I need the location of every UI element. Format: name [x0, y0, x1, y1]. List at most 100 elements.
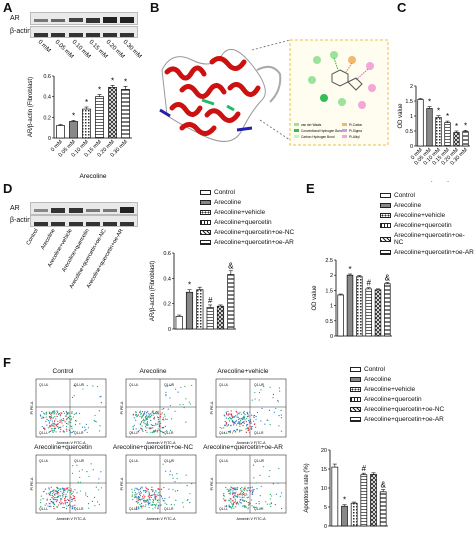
- facs-quadrant-label: Q1-UL: [39, 383, 49, 387]
- legend-e-item: Arecoline+quercetin+oe-NC: [380, 232, 474, 246]
- protein-ribbon-structure: [159, 48, 282, 142]
- y-tick-label: 1: [330, 304, 333, 310]
- facs-frame: [35, 454, 107, 514]
- facs-x-axis-label: Annexin V FITC-A: [147, 517, 177, 521]
- significance-mark: *: [188, 281, 191, 290]
- bar: [417, 99, 424, 147]
- bar: [426, 108, 433, 147]
- y-axis-label: OD value: [312, 285, 318, 311]
- legend-f-label-4: Arecoline+quercetin+oe-NC: [364, 406, 445, 413]
- legend-swatch: [380, 236, 391, 242]
- blot-d-row-actin: β-actin: [10, 217, 32, 224]
- facs-x-axis-label: Annexin V FITC-A: [57, 441, 87, 445]
- y-tick-label: 20: [321, 448, 327, 454]
- legend-swatch: [380, 223, 391, 228]
- bar: [69, 121, 78, 139]
- ligand-interaction-box: [289, 39, 389, 146]
- legend-d-label-0: Control: [214, 189, 235, 196]
- bar: [121, 89, 130, 139]
- facs-x-axis-label: Annexin V FITC-A: [237, 517, 267, 521]
- legend-d-item: Arecoline: [200, 199, 294, 206]
- bar: [370, 473, 377, 527]
- legend-e-item: Arecoline: [380, 202, 474, 209]
- facs-quadrant-label: Q1-UL: [219, 459, 229, 463]
- bar: [227, 274, 235, 330]
- y-tick-label: 0.5: [405, 129, 413, 135]
- legend-f-item: Arecoline+quercetin: [350, 396, 444, 403]
- facs-dots: [131, 461, 193, 510]
- legend-swatch: [380, 213, 391, 218]
- blot-a-actin-bands: [34, 33, 134, 37]
- facs-dots: [40, 463, 103, 510]
- facs-frame: [35, 378, 107, 438]
- legend-d: Control Arecoline Arecoline+vehicle Arec…: [200, 189, 294, 249]
- facs-dots: [39, 384, 102, 434]
- legend-swatch: [200, 210, 211, 215]
- bar: [374, 289, 382, 337]
- significance-mark: &: [380, 481, 386, 490]
- bar: [216, 305, 225, 330]
- y-tick-label: 10: [321, 486, 327, 492]
- legend-swatch: [200, 220, 211, 225]
- legend-e-item: Control: [380, 192, 474, 199]
- facs-scatter-plot: Q1-UL Q1-UR Q1-LL Q1-LR Annexin V FITC-A PI P…: [30, 378, 107, 445]
- bar: [360, 474, 368, 527]
- legend-swatch: [350, 377, 361, 382]
- y-tick-label: 2: [410, 84, 413, 90]
- legend-e-item: Arecoline+vehicle: [380, 212, 474, 219]
- blot-a-row-actin: β-actin: [10, 28, 32, 35]
- facs-plot-title: Arecoline+quercetin+oe-NC: [112, 444, 194, 451]
- facs-plot-title: Arecoline+vehicle: [217, 368, 269, 375]
- facs-scatter-plot: Q1-UL Q1-UR Q1-LL Q1-LR Annexin V FITC-A PI P…: [30, 454, 107, 521]
- legend-swatch: [350, 407, 361, 412]
- b-legend-4: Pi-Sigma: [349, 129, 362, 133]
- blot-d-actin-strip: [30, 215, 138, 227]
- legend-f-label-5: Arecoline+quercetin+oe-AR: [364, 416, 444, 423]
- legend-swatch: [200, 200, 211, 205]
- significance-mark: *: [455, 122, 458, 131]
- significance-mark: *: [348, 265, 351, 274]
- legend-d-item: Arecoline+quercetin+oe-AR: [200, 239, 294, 246]
- legend-swatch: [350, 387, 361, 392]
- facs-frame: [125, 378, 197, 438]
- y-tick-label: 0.5: [325, 319, 333, 325]
- facs-x-axis-label: Annexin V FITC-A: [147, 441, 177, 445]
- legend-f-item: Arecoline+quercetin+oe-NC: [350, 406, 444, 413]
- facs-dots: [222, 464, 283, 510]
- facs-quadrant-label: Q1-UR: [254, 459, 265, 463]
- facs-quadrant-label: Q1-UR: [74, 383, 85, 387]
- facs-y-axis-label: PI PE-A: [120, 477, 124, 490]
- y-axis-label: Apoptosis rate (%): [304, 463, 310, 512]
- significance-mark: *: [446, 112, 449, 121]
- legend-swatch: [350, 397, 361, 402]
- blot-a-lane-labels: 0 mM 0.05 mM 0.10 mM 0.15 mM 0.20 mM 0.3…: [37, 39, 143, 60]
- y-tick-label: 0.2: [163, 302, 171, 308]
- legend-swatch: [380, 193, 391, 198]
- legend-d-item: Arecoline+vehicle: [200, 209, 294, 216]
- bar: [365, 288, 372, 337]
- y-tick-label: 0: [324, 524, 327, 530]
- y-tick-label: 2: [330, 273, 333, 279]
- y-tick-label: 2.5: [325, 258, 333, 264]
- blot-d-ar-bands: [34, 207, 134, 213]
- legend-d-label-2: Arecoline+vehicle: [214, 209, 266, 216]
- facs-frame: [215, 378, 287, 438]
- significance-mark: *: [72, 111, 75, 120]
- bar: [453, 132, 460, 147]
- significance-mark: &: [228, 262, 234, 271]
- blot-a-lane-0: 0 mM: [37, 39, 52, 54]
- panel-label-d: D: [3, 181, 13, 196]
- significance-mark: *: [464, 121, 467, 130]
- y-tick-label: 1.5: [325, 288, 333, 294]
- significance-mark: &: [385, 273, 391, 282]
- blot-d-actin-bands: [34, 222, 134, 226]
- y-tick-label: 0.2: [43, 115, 51, 121]
- facs-quadrant-label: Q1-LR: [74, 431, 84, 435]
- bar: [95, 96, 104, 139]
- y-tick-label: 0: [48, 136, 51, 142]
- blot-a-lane-5: 0.30 mM: [122, 39, 143, 60]
- facs-scatter-plot: Q1-UL Q1-UR Q1-LL Q1-LR Annexin V FITC-A PI P…: [210, 378, 287, 445]
- x-axis-label: Arecoline: [79, 173, 106, 178]
- facs-plot-title: Control: [52, 368, 74, 375]
- chart-e: 0 0.5 1 1.5 2 2.5 OD value * # &: [312, 258, 392, 340]
